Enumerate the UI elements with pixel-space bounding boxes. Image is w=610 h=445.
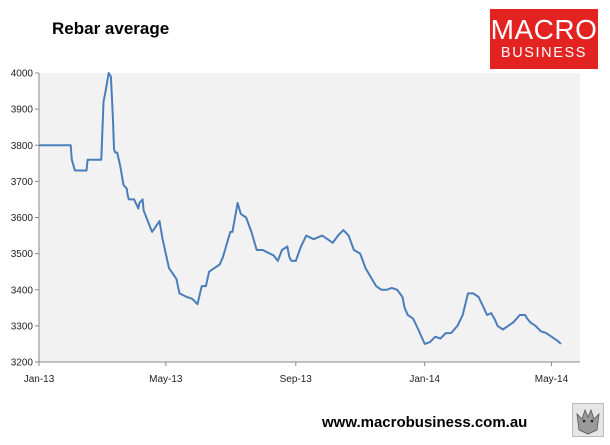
y-tick-label: 3700 bbox=[11, 177, 34, 188]
y-tick-label: 3400 bbox=[11, 285, 34, 296]
x-tick-label: Sep-13 bbox=[280, 374, 313, 385]
y-tick-label: 3600 bbox=[11, 213, 34, 224]
logo-line2: BUSINESS bbox=[500, 45, 588, 61]
series-line bbox=[39, 72, 562, 345]
x-tick-label: Jan-14 bbox=[409, 374, 440, 385]
y-tick-label: 3200 bbox=[11, 358, 34, 369]
x-tick-label: May-14 bbox=[535, 374, 569, 385]
y-tick-label: 3900 bbox=[11, 105, 34, 116]
y-tick-label: 3800 bbox=[11, 141, 34, 152]
plot-area bbox=[39, 73, 580, 362]
y-tick-label: 3300 bbox=[11, 321, 34, 332]
x-tick-label: Jan-13 bbox=[24, 374, 55, 385]
y-tick-label: 4000 bbox=[11, 69, 34, 80]
x-axis: Jan-13 May-13 Sep-13 Jan-14 May-14 bbox=[24, 362, 569, 385]
footer-url: www.macrobusiness.com.au bbox=[322, 414, 528, 431]
chart-title: Rebar average bbox=[52, 19, 170, 38]
y-axis: 3200 3300 3400 3500 3600 3700 3800 3900 4000 bbox=[11, 69, 39, 369]
wolf-icon bbox=[572, 403, 604, 437]
y-tick-label: 3500 bbox=[11, 249, 34, 260]
logo-line1: MACRO bbox=[490, 14, 598, 45]
x-tick-label: May-13 bbox=[149, 374, 183, 385]
macrobusiness-logo: MACRO BUSINESS bbox=[490, 9, 598, 69]
